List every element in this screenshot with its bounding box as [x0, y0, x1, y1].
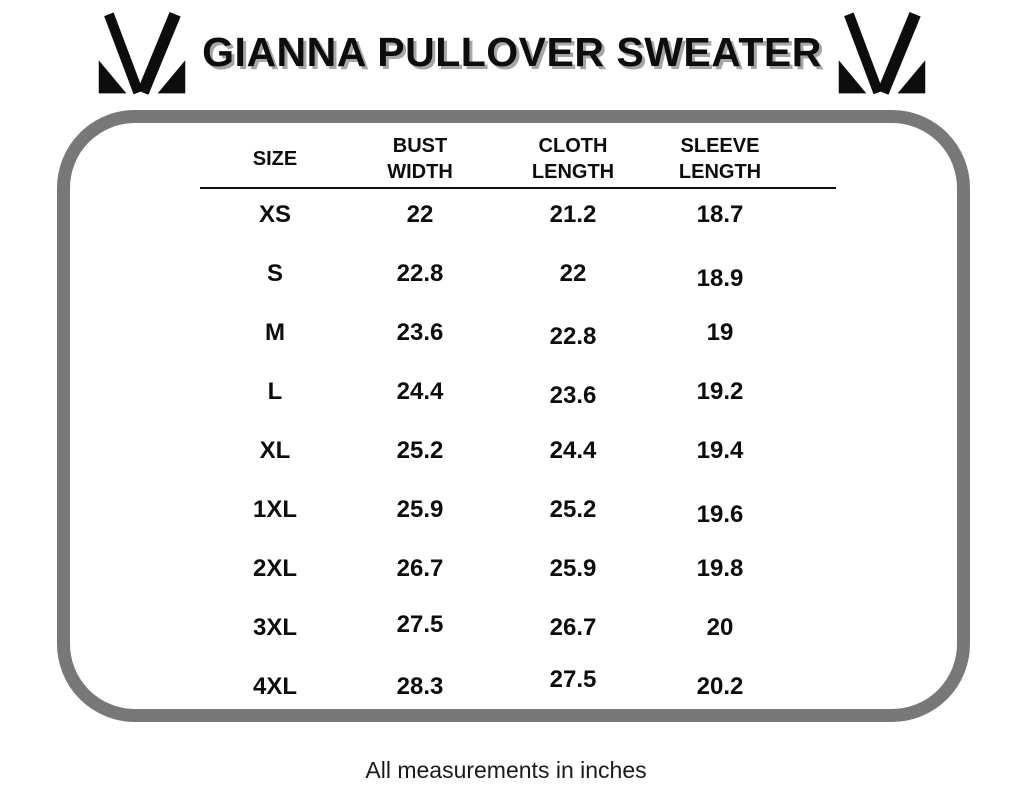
sleeve-length-cell: 20 [706, 613, 734, 641]
cloth-length-cell: 27.5 [549, 665, 597, 693]
column-header-bust-width: BUST WIDTH [387, 135, 453, 183]
table-header-row: SIZE BUST WIDTH CLOTH LENGTH SLEEVE LENG… [200, 131, 836, 187]
title-bar: GIANNA PULLOVER SWEATER [0, 0, 1024, 104]
bust-width-cell: 24.4 [396, 377, 444, 405]
bust-width-cell: 25.2 [396, 436, 444, 464]
sleeve-length-cell: 18.9 [696, 264, 744, 292]
table-body: XS 22 21.2 18.7 S 22.8 22 18.9 M 23.6 22… [200, 185, 836, 716]
bust-width-cell: 22.8 [396, 259, 444, 287]
sleeve-length-cell: 19 [706, 318, 734, 346]
cloth-length-cell: 26.7 [549, 613, 597, 641]
bust-width-cell: 27.5 [396, 610, 444, 638]
size-cell: XS [258, 200, 291, 228]
sleeve-length-cell: 19.8 [696, 554, 744, 582]
page-title: GIANNA PULLOVER SWEATER [202, 28, 822, 75]
sleeve-length-cell: 19.2 [696, 377, 744, 405]
size-cell: XL [259, 436, 291, 464]
sleeve-length-cell: 19.4 [696, 436, 744, 464]
size-cell: L [267, 377, 283, 405]
size-chart-table: SIZE BUST WIDTH CLOTH LENGTH SLEEVE LENG… [200, 123, 836, 716]
size-cell: 2XL [252, 554, 297, 582]
size-cell: 3XL [252, 613, 297, 641]
brand-m-logo-icon [838, 12, 926, 95]
sleeve-length-cell: 18.7 [696, 200, 744, 228]
table-row: XS 22 21.2 18.7 [200, 185, 836, 244]
size-cell: 4XL [252, 672, 297, 700]
table-row: 3XL 27.5 26.7 20 [200, 598, 836, 657]
sleeve-length-cell: 20.2 [696, 672, 744, 700]
bust-width-cell: 25.9 [396, 495, 444, 523]
size-chart-panel: SIZE BUST WIDTH CLOTH LENGTH SLEEVE LENG… [57, 110, 970, 722]
bust-width-cell: 22 [406, 200, 434, 228]
measurements-note: All measurements in inches [365, 757, 647, 783]
brand-m-logo-icon [98, 12, 186, 95]
size-cell: M [265, 318, 285, 346]
bust-width-cell: 28.3 [396, 672, 444, 700]
cloth-length-cell: 23.6 [549, 381, 597, 409]
table-row: S 22.8 22 18.9 [200, 244, 836, 303]
table-row: 4XL 28.3 27.5 20.2 [200, 657, 836, 716]
size-cell: 1XL [252, 495, 297, 523]
table-row: 1XL 25.9 25.2 19.6 [200, 480, 836, 539]
table-row: XL 25.2 24.4 19.4 [200, 421, 836, 480]
bust-width-cell: 23.6 [396, 318, 444, 346]
cloth-length-cell: 25.9 [549, 554, 597, 582]
column-header-size: SIZE [252, 148, 298, 170]
table-row: 2XL 26.7 25.9 19.8 [200, 539, 836, 598]
bust-width-cell: 26.7 [396, 554, 444, 582]
table-row: L 24.4 23.6 19.2 [200, 362, 836, 421]
column-header-sleeve-length: SLEEVE LENGTH [678, 135, 762, 183]
column-header-cloth-length: CLOTH LENGTH [531, 135, 615, 183]
cloth-length-cell: 25.2 [549, 495, 597, 523]
header-divider-line [200, 187, 836, 189]
table-row: M 23.6 22.8 19 [200, 303, 836, 362]
sleeve-length-cell: 19.6 [696, 500, 744, 528]
cloth-length-cell: 22.8 [549, 322, 597, 350]
cloth-length-cell: 21.2 [549, 200, 597, 228]
cloth-length-cell: 22 [559, 259, 587, 287]
cloth-length-cell: 24.4 [549, 436, 597, 464]
size-cell: S [266, 259, 283, 287]
